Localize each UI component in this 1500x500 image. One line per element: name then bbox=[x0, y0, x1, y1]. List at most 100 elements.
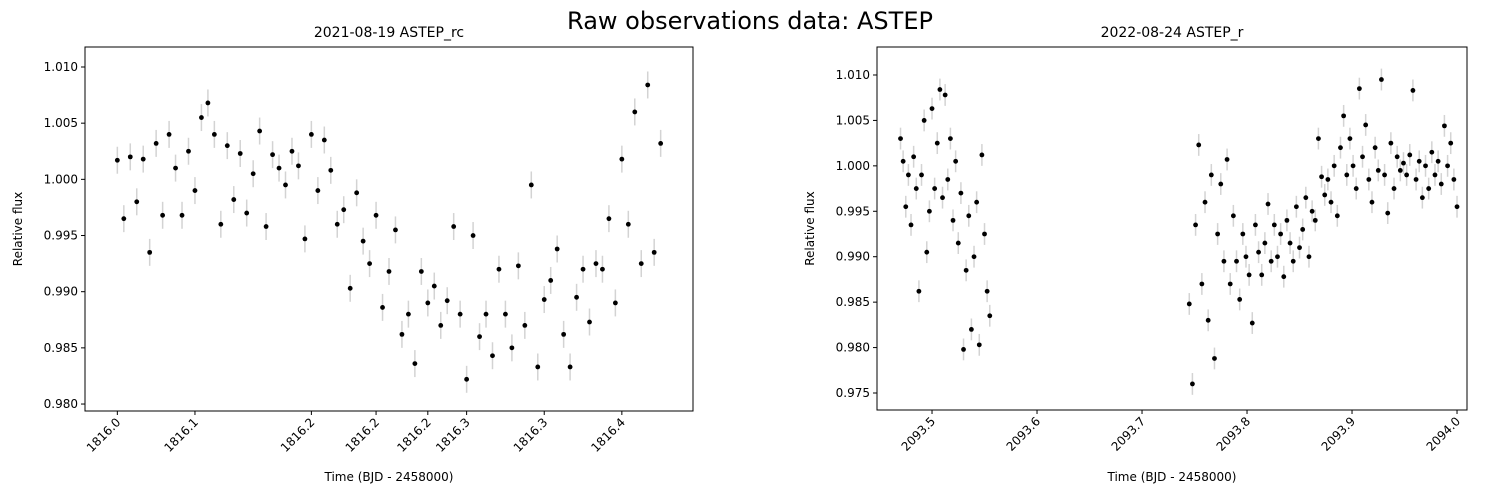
x-tick-label: 2094.0 bbox=[1424, 414, 1464, 454]
data-point bbox=[522, 322, 528, 328]
data-point bbox=[1262, 240, 1268, 246]
data-point bbox=[919, 172, 924, 178]
data-point bbox=[1297, 245, 1302, 251]
x-tick-label: 2093.6 bbox=[1004, 414, 1044, 454]
x-tick-label: 2093.7 bbox=[1109, 414, 1149, 454]
data-point bbox=[114, 157, 120, 163]
data-point bbox=[638, 261, 644, 267]
data-point bbox=[399, 331, 405, 337]
data-point bbox=[1426, 186, 1432, 191]
data-point bbox=[913, 186, 919, 191]
data-point bbox=[1275, 254, 1280, 260]
y-tick-label: 0.990 bbox=[836, 250, 870, 264]
data-point bbox=[1360, 154, 1365, 160]
data-point bbox=[1281, 274, 1287, 280]
data-point bbox=[921, 118, 927, 123]
data-point bbox=[1237, 297, 1243, 302]
data-point bbox=[958, 190, 964, 196]
data-point bbox=[496, 266, 502, 272]
data-point bbox=[916, 288, 922, 294]
data-point bbox=[1319, 174, 1324, 180]
data-point bbox=[1407, 152, 1413, 158]
data-point bbox=[580, 266, 586, 272]
data-point bbox=[1246, 272, 1252, 278]
data-point bbox=[270, 152, 275, 158]
data-point bbox=[974, 199, 980, 205]
data-point bbox=[1193, 222, 1198, 228]
data-point bbox=[244, 210, 250, 216]
data-point bbox=[955, 240, 961, 246]
data-point bbox=[1300, 227, 1306, 232]
data-point bbox=[1287, 240, 1293, 246]
data-point bbox=[1369, 199, 1375, 205]
data-point bbox=[1190, 381, 1195, 387]
data-point bbox=[140, 156, 146, 162]
data-point bbox=[360, 238, 366, 244]
data-point bbox=[1268, 258, 1274, 264]
data-point bbox=[237, 151, 243, 156]
data-point bbox=[961, 346, 966, 352]
data-point bbox=[263, 224, 269, 229]
data-point bbox=[1442, 123, 1447, 129]
data-point bbox=[924, 249, 930, 255]
data-point bbox=[354, 190, 360, 196]
data-point bbox=[1454, 204, 1460, 210]
data-point bbox=[1240, 231, 1246, 237]
data-point bbox=[982, 231, 987, 237]
data-point bbox=[541, 297, 547, 302]
x-tick-label: 1816.0 bbox=[84, 415, 124, 455]
data-point bbox=[1382, 172, 1387, 178]
data-point bbox=[932, 186, 938, 191]
data-point bbox=[1432, 172, 1438, 178]
data-point bbox=[1375, 167, 1381, 173]
data-point bbox=[1253, 222, 1258, 228]
axes-title: 2022-08-24 ASTEP_r bbox=[1101, 25, 1244, 41]
data-point bbox=[942, 92, 948, 98]
data-point bbox=[1347, 136, 1353, 141]
data-point bbox=[1309, 208, 1315, 214]
x-tick-label: 2093.9 bbox=[1319, 414, 1359, 454]
data-point bbox=[1234, 258, 1239, 264]
data-point bbox=[947, 136, 953, 141]
data-point bbox=[1404, 172, 1410, 178]
data-point bbox=[567, 364, 573, 370]
data-point bbox=[1397, 167, 1403, 173]
data-point bbox=[321, 137, 327, 143]
data-point bbox=[632, 109, 638, 115]
data-point bbox=[328, 167, 334, 173]
data-point bbox=[926, 208, 932, 214]
data-point bbox=[483, 311, 489, 317]
data-point bbox=[950, 217, 956, 223]
data-point bbox=[1410, 88, 1416, 93]
data-point bbox=[1312, 217, 1318, 223]
data-point bbox=[308, 132, 314, 137]
y-tick-label: 1.010 bbox=[44, 60, 78, 74]
data-point bbox=[1215, 231, 1221, 237]
data-point bbox=[1353, 186, 1359, 191]
data-point bbox=[179, 212, 185, 218]
data-point bbox=[1259, 272, 1265, 278]
data-point bbox=[121, 216, 127, 222]
data-point bbox=[898, 136, 903, 141]
data-point bbox=[1265, 201, 1271, 207]
data-point bbox=[1186, 301, 1192, 307]
data-point bbox=[903, 204, 909, 210]
figure-title: Raw observations data: ASTEP bbox=[567, 7, 933, 35]
y-tick-label: 0.995 bbox=[44, 229, 78, 243]
data-point bbox=[515, 263, 521, 269]
y-tick-label: 0.975 bbox=[836, 386, 870, 400]
data-point bbox=[205, 100, 211, 106]
data-point bbox=[160, 212, 166, 218]
data-point bbox=[606, 216, 612, 222]
data-point bbox=[1401, 160, 1406, 166]
data-point bbox=[431, 283, 437, 289]
data-point bbox=[911, 154, 917, 160]
data-point bbox=[905, 172, 911, 178]
data-point bbox=[1303, 195, 1309, 201]
axes-title: 2021-08-19 ASTEP_rc bbox=[314, 25, 464, 41]
x-tick-label: 1816.4 bbox=[588, 415, 628, 455]
data-point bbox=[380, 305, 385, 310]
data-point bbox=[1344, 172, 1350, 178]
data-point bbox=[1394, 154, 1400, 160]
